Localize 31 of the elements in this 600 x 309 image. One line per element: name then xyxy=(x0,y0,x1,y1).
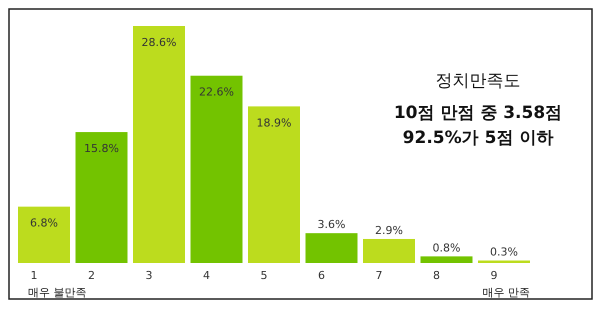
bar xyxy=(363,238,415,263)
text: 10점 만점 중 3.58점 xyxy=(394,103,562,123)
data-label: 22.6% xyxy=(199,86,234,99)
data-label: 2.9% xyxy=(375,224,403,237)
x-tick-label: 7 xyxy=(376,269,382,282)
annotation: 92.5%가 5점 이하 xyxy=(402,128,554,148)
x-tick-label: 9 xyxy=(490,269,498,282)
data-label: 28.6% xyxy=(142,36,176,49)
data-label: 0.8% xyxy=(432,241,460,254)
x-tick-label: 5 xyxy=(260,269,268,282)
x-tick-label: 6 xyxy=(318,269,325,282)
data-label: 18.9% xyxy=(256,116,292,130)
data-label: 6.8% xyxy=(30,216,58,230)
data-label: 15.8% xyxy=(84,142,119,156)
x-tick-label: 1 xyxy=(30,269,38,282)
bar xyxy=(190,76,242,263)
bar xyxy=(420,256,472,263)
bar xyxy=(133,26,185,263)
bar xyxy=(18,206,70,263)
text: 매우 만족 xyxy=(482,286,530,299)
data-label: 3.6% xyxy=(318,218,346,232)
text: 정치만족도 xyxy=(436,71,520,91)
x-tick-label: 4 xyxy=(203,269,210,282)
data-label: 0.3% xyxy=(490,246,518,259)
x-tick-label: 8 xyxy=(433,269,440,282)
x-tick-label: 2 xyxy=(88,269,95,282)
text: 매우 불만족 xyxy=(28,286,86,299)
bar xyxy=(76,132,128,263)
bar xyxy=(248,106,300,263)
x-tick-label: 3 xyxy=(146,269,152,282)
bar xyxy=(306,233,358,263)
